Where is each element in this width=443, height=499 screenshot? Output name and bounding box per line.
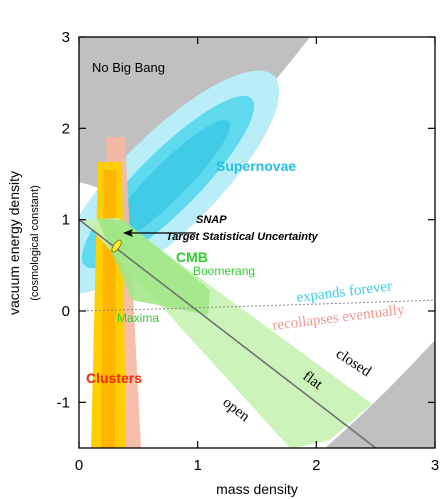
clusters-label: Clusters [86, 370, 142, 386]
recollapse-grey-region [325, 340, 435, 448]
y-tick-label: 3 [62, 29, 70, 46]
expands-forever-label: expands forever [296, 278, 393, 306]
supernova-contour-inner [105, 119, 231, 245]
snap-label: SNAP [196, 214, 227, 226]
snap-target-label: Target Statistical Uncertainty [166, 231, 319, 243]
y-tick-label: -1 [57, 394, 70, 411]
recollapses-label: recollapses eventually [272, 302, 406, 334]
x-tick-label: 2 [312, 457, 320, 474]
cmb-inner-band [102, 222, 132, 252]
x-tick-label: 3 [431, 457, 439, 474]
no-big-bang-label: No Big Bang [92, 60, 165, 75]
y-tick-label: 0 [62, 303, 70, 320]
closed-label: closed [333, 346, 374, 381]
snap-arrow-head [123, 229, 133, 237]
x-axis-ticks: 0 1 2 3 [75, 37, 439, 474]
cmb-label: CMB [176, 249, 208, 265]
snap-target-ellipse [111, 239, 122, 253]
maxima-label: Maxima [117, 311, 159, 325]
x-tick-label: 0 [75, 457, 83, 474]
y-axis-title: vacuum energy density [6, 171, 22, 315]
y-tick-label: 1 [62, 212, 70, 229]
supernovae-label: Supernovae [216, 158, 296, 174]
y-tick-label: 2 [62, 120, 70, 137]
expansion-boundary-line [79, 299, 435, 312]
y-axis-subtitle: (cosmological constant) [29, 185, 41, 301]
plot-area [79, 37, 435, 448]
x-axis-title: mass density [216, 481, 298, 497]
y-axis-ticks: -1 0 1 2 3 [57, 29, 435, 411]
boomerang-label: Boomerang [193, 264, 255, 278]
plot-frame [78, 36, 436, 449]
flat-universe-line [79, 219, 377, 448]
x-tick-label: 1 [193, 457, 201, 474]
